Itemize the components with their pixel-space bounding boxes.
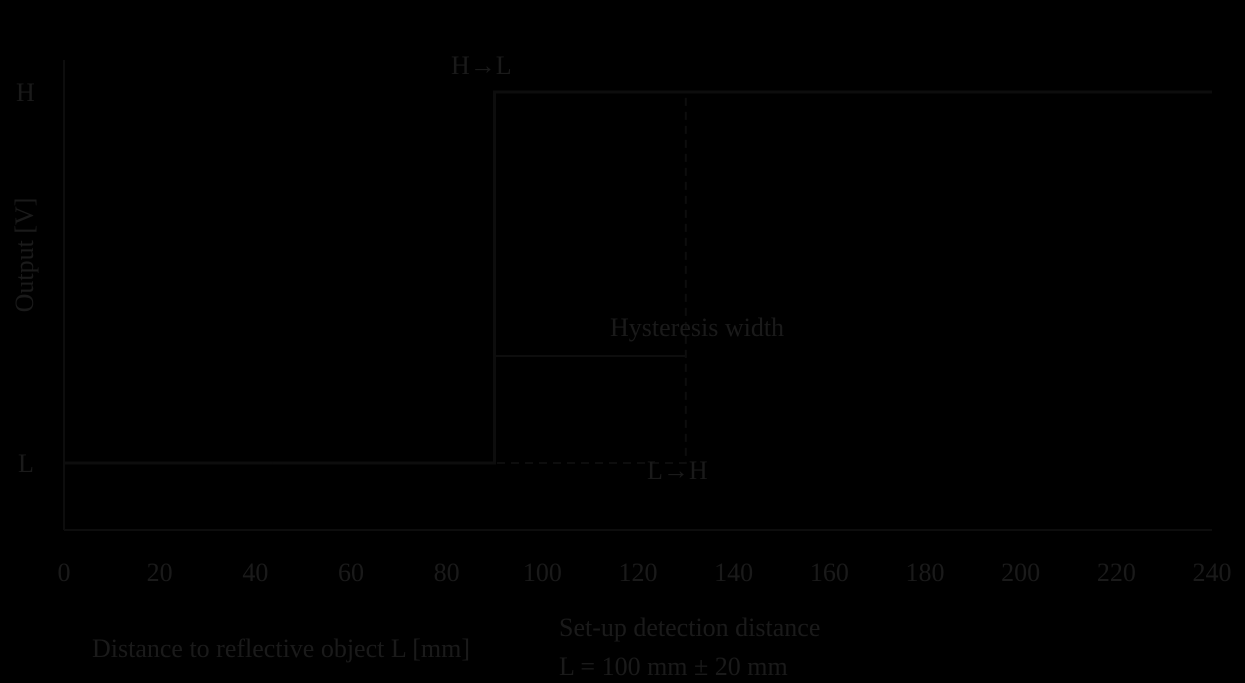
x-tick-label: 60 [338, 558, 364, 587]
x-tick-label: 0 [58, 558, 71, 587]
series-recede-line [64, 91, 1212, 464]
x-tick-label: 80 [434, 558, 460, 587]
x-tick-label: 160 [810, 558, 849, 587]
annotation-h-to-l: H→L [451, 51, 512, 80]
level-label-L: L [18, 449, 34, 478]
x-tick-label: 140 [714, 558, 753, 587]
annotation-l-to-h: L→H [647, 456, 708, 485]
setup-distance-line2: L = 100 mm ± 20 mm [559, 652, 788, 681]
x-tick-label: 100 [523, 558, 562, 587]
y-axis-label: Output [V] [10, 198, 39, 313]
x-tick-label: 120 [619, 558, 658, 587]
x-tick-label: 220 [1097, 558, 1136, 587]
x-tick-label: 240 [1193, 558, 1232, 587]
x-tick-label: 20 [147, 558, 173, 587]
x-tick-label: 40 [242, 558, 268, 587]
level-label-H: H [16, 78, 35, 107]
setup-distance-line1: Set-up detection distance [559, 613, 820, 642]
annotation-hysteresis-width: Hysteresis width [610, 313, 784, 342]
x-tick-label: 200 [1001, 558, 1040, 587]
x-tick-labels: 0 20 40 60 80 100 120 140 160 180 200 220 240 [58, 558, 1232, 587]
x-axis-label: Distance to reflective object L [mm] [92, 634, 470, 663]
x-tick-label: 180 [906, 558, 945, 587]
